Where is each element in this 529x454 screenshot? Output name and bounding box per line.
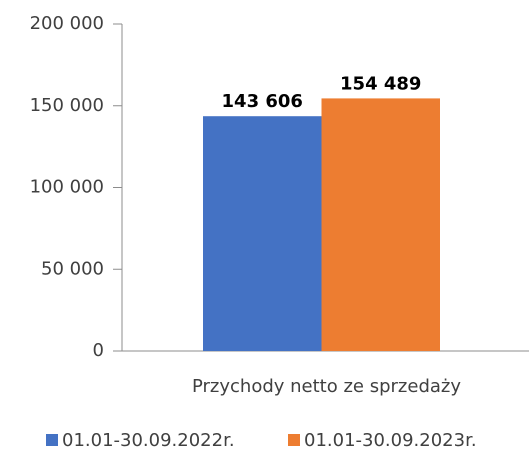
legend-swatch [46, 434, 58, 446]
x-tick-label: Przychody netto ze sprzedaży [192, 376, 461, 397]
legend-swatch [288, 434, 300, 446]
legend-label: 01.01-30.09.2022r. [62, 430, 235, 451]
value-label: 154 489 [340, 73, 421, 94]
y-tick-label: 0 [93, 340, 104, 361]
legend-label: 01.01-30.09.2023r. [304, 430, 477, 451]
y-tick-label: 50 000 [41, 258, 104, 279]
value-label: 143 606 [222, 91, 303, 112]
bar [321, 98, 440, 351]
bar [203, 116, 322, 351]
y-tick-label: 150 000 [30, 95, 104, 116]
y-tick-label: 200 000 [30, 13, 104, 34]
y-tick-label: 100 000 [30, 177, 104, 198]
